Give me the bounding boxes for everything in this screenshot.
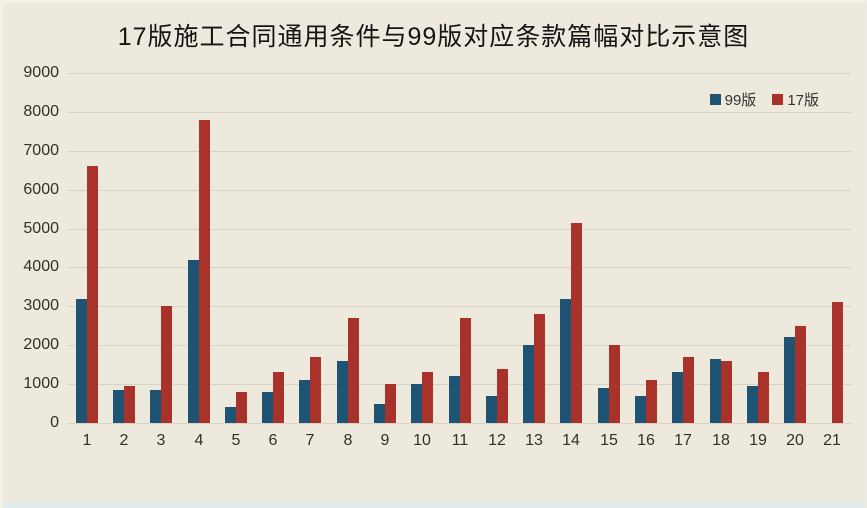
bar-17版-cat11 xyxy=(460,318,471,423)
y-axis-tick-9000: 9000 xyxy=(23,64,59,81)
chart-title: 17版施工合同通用条件与99版对应条款篇幅对比示意图 xyxy=(117,23,750,51)
bar-17版-cat15 xyxy=(609,345,620,423)
bar-17版-cat6 xyxy=(273,372,284,423)
bar-99版-cat5 xyxy=(225,407,236,423)
bar-17版-cat19 xyxy=(758,372,769,423)
bar-99版-cat6 xyxy=(262,392,273,423)
x-axis-tick-20: 20 xyxy=(786,432,804,449)
bar-17版-cat4 xyxy=(199,120,210,423)
bar-17版-cat2 xyxy=(124,386,135,423)
x-axis-tick-3: 3 xyxy=(156,432,166,449)
bar-17版-cat17 xyxy=(683,357,694,423)
gridline-2000 xyxy=(67,345,851,346)
bar-17版-cat16 xyxy=(646,380,657,423)
bar-99版-cat4 xyxy=(188,260,199,423)
x-axis-tick-4: 4 xyxy=(194,432,204,449)
bar-99版-cat7 xyxy=(299,380,310,423)
gridline-0 xyxy=(67,423,851,424)
bar-17版-cat13 xyxy=(534,314,545,423)
bar-17版-cat8 xyxy=(348,318,359,423)
gridline-3000 xyxy=(67,306,851,307)
x-axis-tick-11: 11 xyxy=(451,432,469,449)
y-axis-tick-6000: 6000 xyxy=(23,181,59,198)
x-axis-tick-15: 15 xyxy=(600,432,618,449)
y-axis-tick-7000: 7000 xyxy=(23,142,59,159)
bar-99版-cat15 xyxy=(598,388,609,423)
x-axis-tick-16: 16 xyxy=(637,432,655,449)
x-axis-tick-12: 12 xyxy=(488,432,506,449)
bar-17版-cat20 xyxy=(795,326,806,423)
gridline-4000 xyxy=(67,267,851,268)
y-axis-tick-8000: 8000 xyxy=(23,103,59,120)
x-axis-tick-10: 10 xyxy=(413,432,431,449)
legend-label-17: 17版 xyxy=(787,92,819,109)
bar-99版-cat14 xyxy=(560,299,571,423)
bar-17版-cat9 xyxy=(385,384,396,423)
bar-17版-cat5 xyxy=(236,392,247,423)
bar-17版-cat1 xyxy=(87,166,98,423)
bar-99版-cat20 xyxy=(784,337,795,423)
x-axis-tick-14: 14 xyxy=(562,432,580,449)
bar-17版-cat3 xyxy=(161,306,172,423)
legend-item-17: 17版 xyxy=(772,89,819,110)
bar-99版-cat19 xyxy=(747,386,758,423)
legend: 99版 17版 xyxy=(709,89,819,110)
x-axis-tick-5: 5 xyxy=(231,432,241,449)
bar-99版-cat13 xyxy=(523,345,534,423)
x-axis-tick-13: 13 xyxy=(525,432,543,449)
bar-99版-cat2 xyxy=(113,390,124,423)
y-axis-tick-4000: 4000 xyxy=(23,258,59,275)
bar-99版-cat18 xyxy=(710,359,721,423)
y-axis-tick-3000: 3000 xyxy=(23,297,59,314)
bottom-border xyxy=(3,502,864,508)
bar-17版-cat10 xyxy=(422,372,433,423)
x-axis-tick-9: 9 xyxy=(380,432,390,449)
y-axis-tick-5000: 5000 xyxy=(23,220,59,237)
bar-99版-cat12 xyxy=(486,396,497,423)
gridline-6000 xyxy=(67,190,851,191)
gridline-5000 xyxy=(67,229,851,230)
gridline-9000 xyxy=(67,73,851,74)
bar-17版-cat12 xyxy=(497,369,508,423)
bar-17版-cat21 xyxy=(832,302,843,423)
gridline-7000 xyxy=(67,151,851,152)
bar-17版-cat7 xyxy=(310,357,321,423)
legend-swatch-17-icon xyxy=(772,94,784,105)
bar-99版-cat8 xyxy=(337,361,348,423)
bar-99版-cat11 xyxy=(449,376,460,423)
x-axis-tick-1: 1 xyxy=(82,432,92,449)
gridline-8000 xyxy=(67,112,851,113)
bar-99版-cat9 xyxy=(374,404,385,423)
x-axis-tick-21: 21 xyxy=(823,432,841,449)
x-axis-tick-19: 19 xyxy=(749,432,767,449)
x-axis-tick-7: 7 xyxy=(305,432,315,449)
x-axis-tick-18: 18 xyxy=(712,432,730,449)
legend-item-99: 99版 xyxy=(709,89,757,110)
bar-17版-cat18 xyxy=(721,361,732,423)
bar-99版-cat1 xyxy=(76,299,87,423)
bar-99版-cat16 xyxy=(635,396,646,423)
y-axis-tick-1000: 1000 xyxy=(23,375,59,392)
y-axis-tick-2000: 2000 xyxy=(23,336,59,353)
bar-17版-cat14 xyxy=(571,223,582,423)
bar-99版-cat17 xyxy=(672,372,683,423)
legend-label-99: 99版 xyxy=(724,92,757,109)
bar-99版-cat10 xyxy=(411,384,422,423)
x-axis-tick-2: 2 xyxy=(119,432,129,449)
legend-swatch-99-icon xyxy=(709,94,721,105)
x-axis-tick-6: 6 xyxy=(268,432,278,449)
y-axis-tick-0: 0 xyxy=(50,414,59,431)
x-axis-tick-17: 17 xyxy=(674,432,692,449)
x-axis-tick-8: 8 xyxy=(343,432,353,449)
bar-99版-cat3 xyxy=(150,390,161,423)
